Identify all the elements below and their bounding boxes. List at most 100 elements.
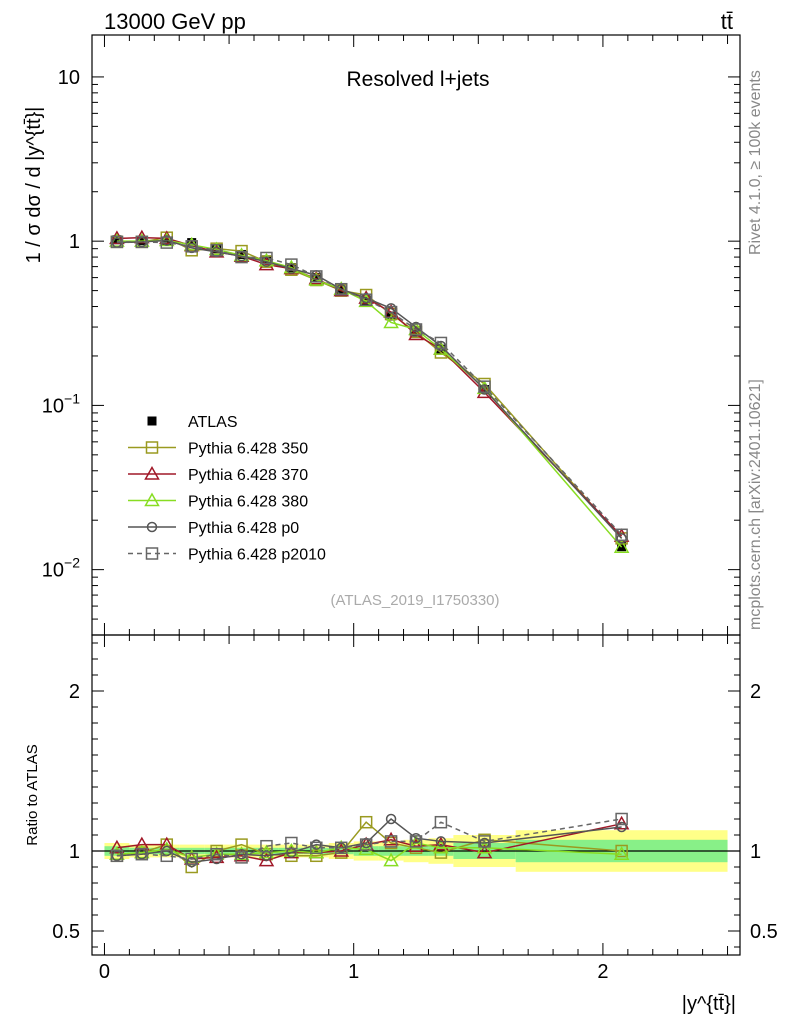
main-data-point	[260, 251, 273, 265]
ratio-data-point	[476, 844, 493, 859]
ratio-y-tick-label-right: 2	[750, 681, 761, 703]
legend-label: Pythia 6.428 350	[188, 441, 308, 458]
ratio-data-point	[433, 839, 449, 854]
ratio-data-point	[615, 812, 628, 826]
legend-entry: Pythia 6.428 p2010	[128, 547, 326, 564]
legend-entry: ATLAS	[147, 414, 238, 431]
main-y-tick-label: 10−1	[42, 390, 80, 417]
ratio-frame	[91, 634, 741, 956]
process-label: tt̄	[721, 9, 733, 34]
legend-label: ATLAS	[188, 414, 238, 431]
main-y-axis-label: 1 / σ dσ / d |y^{tt̄}|	[23, 107, 45, 264]
ratio-series-line	[116, 842, 622, 862]
ratio-data-point	[383, 852, 399, 867]
ratio-data-point	[308, 844, 325, 859]
main-data-point	[261, 255, 271, 265]
ratio-data-point	[135, 847, 149, 861]
main-y-tick-label: 10	[58, 67, 80, 89]
ratio-data-point	[160, 849, 174, 863]
main-data-point	[237, 249, 247, 259]
ratio-data-point	[235, 851, 248, 864]
main-data-point	[383, 314, 399, 329]
ratio-series-line	[116, 818, 622, 863]
ratio-data-point	[613, 846, 630, 860]
main-title: Resolved l+jets	[347, 68, 490, 91]
legend-marker	[147, 416, 157, 426]
main-series-line	[116, 236, 623, 537]
main-data-point	[310, 270, 323, 283]
main-data-point	[161, 235, 173, 246]
ratio-data-point	[435, 836, 447, 847]
main-data-point	[409, 323, 423, 336]
main-data-point	[235, 250, 248, 264]
ratio-y-tick-label: 0.5	[52, 921, 80, 943]
main-data-point	[478, 380, 491, 393]
main-data-point	[187, 238, 197, 248]
main-data-point	[384, 305, 398, 319]
main-data-point	[479, 384, 490, 395]
ratio-axis-ticks	[92, 635, 740, 955]
main-series-line	[116, 241, 623, 536]
ratio-series-group	[109, 812, 630, 874]
main-data-point	[112, 235, 122, 245]
main-y-tick-label: 10−2	[42, 555, 80, 582]
ratio-series-line	[116, 818, 622, 860]
legend-label: Pythia 6.428 p0	[188, 520, 299, 537]
ratio-x-tick-labels: 0 1 2	[99, 961, 609, 983]
ratio-y-tick-label: 2	[69, 681, 80, 703]
x-tick-label: 2	[597, 961, 608, 983]
main-y-tick-label: 1	[69, 231, 80, 253]
main-axis-ticks	[92, 35, 740, 636]
ratio-data-point	[359, 815, 373, 829]
main-data-point	[210, 244, 223, 257]
legend: ATLAS Pythia 6.428 350 Pythia 6.428 370 Pyt…	[128, 414, 326, 564]
ratio-data-point	[359, 838, 373, 851]
analysis-label: (ATLAS_2019_I1750330)	[330, 592, 499, 609]
main-data-point	[359, 293, 373, 306]
ratio-data-point	[385, 813, 397, 825]
ratio-data-point	[358, 841, 374, 856]
ratio-data-point	[185, 852, 198, 866]
legend-entry: Pythia 6.428 380	[128, 492, 308, 511]
ratio-data-point	[383, 831, 399, 846]
ratio-y-tick-label-right: 0.5	[750, 921, 778, 943]
main-data-point	[435, 340, 447, 352]
legend-entry: Pythia 6.428 p0	[128, 520, 299, 537]
main-data-point	[286, 263, 297, 274]
ratio-data-point	[310, 841, 323, 855]
main-data-point	[285, 258, 298, 271]
main-data-point	[110, 235, 124, 249]
ratio-data-point	[434, 815, 448, 829]
main-panel: 10 1 10−1 10−2 Resolved l+jets (ATLAS_2019_…	[23, 34, 741, 636]
main-data-point	[185, 240, 198, 253]
ratio-data-point	[616, 821, 627, 833]
main-data-point	[613, 539, 630, 553]
main-data-point	[160, 236, 174, 249]
ratio-y-axis-label: Ratio to ATLAS	[24, 744, 41, 845]
ratio-data-point	[615, 844, 628, 858]
ratio-data-point	[210, 847, 223, 861]
ratio-data-point	[311, 839, 322, 850]
main-data-point	[109, 233, 125, 247]
legend-marker	[146, 521, 158, 533]
ratio-data-point	[478, 835, 491, 848]
legend-label: Pythia 6.428 p2010	[188, 547, 326, 564]
main-data-point	[616, 533, 627, 544]
main-data-point	[615, 528, 628, 542]
main-series-line	[116, 239, 623, 539]
main-data-point	[109, 230, 125, 245]
ratio-data-point	[285, 836, 298, 850]
main-data-point	[334, 282, 348, 296]
main-data-point	[311, 273, 321, 283]
main-data-point	[335, 283, 347, 295]
legend-marker	[144, 465, 160, 480]
main-data-point	[385, 303, 397, 314]
legend-marker	[145, 547, 159, 560]
main-series-group	[109, 229, 630, 553]
ratio-data-point	[260, 839, 273, 853]
main-data-point	[135, 235, 149, 249]
mcplots-label: mcplots.cern.ch [arXiv:2401.10621]	[747, 379, 764, 630]
ratio-data-point	[186, 856, 197, 868]
main-data-point	[434, 336, 448, 350]
main-data-point	[410, 321, 422, 333]
